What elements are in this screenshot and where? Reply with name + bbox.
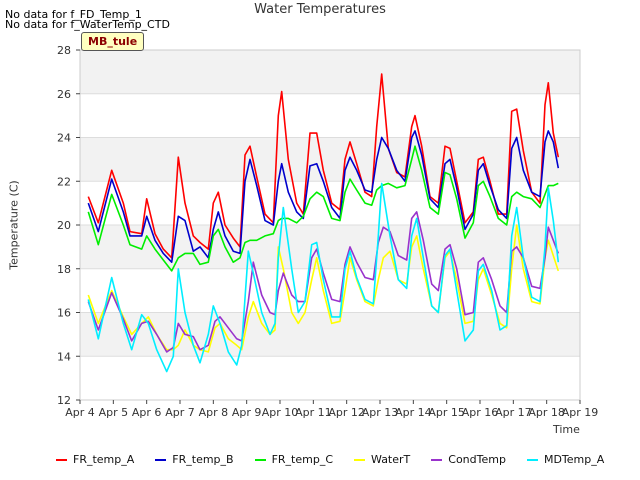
legend-label: MDTemp_A [543, 453, 605, 466]
legend-item: FR_temp_C [254, 453, 334, 466]
legend-swatch [254, 458, 266, 461]
x-tick-label: Apr 11 [295, 406, 332, 419]
legend-swatch [431, 458, 443, 461]
x-tick-label: Apr 14 [395, 406, 432, 419]
legend-label: FR_temp_C [271, 453, 334, 466]
x-tick-label: Apr 10 [262, 406, 299, 419]
y-tick-label: 14 [57, 350, 71, 363]
legend-item: FR_temp_A [56, 453, 134, 466]
legend-item: FR_temp_B [155, 453, 234, 466]
x-tick-label: Apr 9 [232, 406, 262, 419]
legend-label: CondTemp [448, 453, 506, 466]
x-tick-label: Apr 15 [428, 406, 465, 419]
y-tick-label: 22 [57, 175, 71, 188]
x-tick-label: Apr 5 [99, 406, 129, 419]
y-tick-label: 20 [57, 219, 71, 232]
y-axis-label: Temperature (C) [7, 180, 21, 270]
legend-item: MDTemp_A [526, 453, 605, 466]
y-tick-label: 26 [57, 88, 71, 101]
legend-swatch [56, 458, 67, 461]
series-line-MDTemp_A [87, 182, 560, 373]
y-tick-label: 16 [57, 307, 71, 320]
y-tick-label: 24 [57, 132, 71, 145]
x-tick-label: Apr 18 [528, 406, 565, 419]
legend-item: WaterT [354, 453, 410, 466]
legend-label: WaterT [371, 453, 411, 466]
no-data-message: No data for f_WaterTemp_CTD [5, 18, 170, 31]
legend-label: FR_temp_A [73, 453, 135, 466]
legend-swatch [526, 458, 538, 461]
x-tick-label: Apr 12 [328, 406, 365, 419]
background-band [80, 225, 580, 269]
legend-swatch [354, 458, 366, 461]
x-tick-label: Apr 6 [132, 406, 162, 419]
x-tick-label: Apr 17 [495, 406, 532, 419]
x-axis-label: Time [553, 423, 580, 436]
legend-item: CondTemp [431, 453, 506, 466]
legend-swatch [155, 458, 167, 461]
background-bands [80, 50, 580, 357]
legend: FR_temp_A FR_temp_B FR_temp_C WaterT CondTem… [56, 453, 625, 466]
background-band [80, 137, 580, 182]
x-tick-label: Apr 8 [199, 406, 229, 419]
chart-title: Water Temperatures [254, 2, 386, 17]
site-badge: MB_tule [81, 32, 145, 51]
no-data-message: No data for f_FD_Temp_1 [5, 8, 142, 21]
series-line-CondTemp [87, 211, 560, 353]
y-tick-label: 18 [57, 263, 71, 276]
x-tick-label: Apr 7 [165, 406, 195, 419]
x-tick-label: Apr 16 [462, 406, 499, 419]
legend-label: FR_temp_B [172, 453, 234, 466]
y-tick-label: 28 [57, 44, 71, 57]
series-lines [87, 73, 560, 373]
x-tick-label: Apr 4 [65, 406, 95, 419]
series-line-FR_temp_C [87, 145, 559, 272]
tick-labels: 12 14 16 18 20 22 24 26 28 Apr 4 Apr 5 Apr 6 Apr 7 Ap… [57, 44, 598, 419]
x-tick-label: Apr 19 [562, 406, 599, 419]
y-tick-label: 12 [57, 394, 71, 407]
x-tick-label: Apr 13 [362, 406, 399, 419]
series-line-FR_temp_A [87, 73, 560, 259]
background-band [80, 50, 580, 94]
